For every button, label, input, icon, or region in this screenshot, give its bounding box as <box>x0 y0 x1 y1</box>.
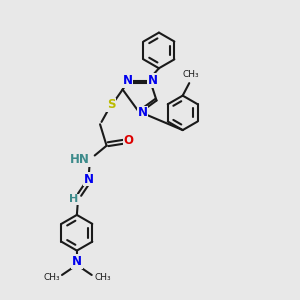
Text: N: N <box>84 173 94 186</box>
Text: HN: HN <box>70 153 90 167</box>
Text: N: N <box>138 106 148 119</box>
Text: CH₃: CH₃ <box>43 273 60 282</box>
Text: N: N <box>123 74 133 87</box>
Text: N: N <box>148 74 158 87</box>
Text: CH₃: CH₃ <box>183 70 199 79</box>
Text: O: O <box>123 134 133 147</box>
Text: N: N <box>72 255 82 268</box>
Text: S: S <box>107 98 116 112</box>
Text: H: H <box>69 194 78 204</box>
Text: CH₃: CH₃ <box>94 273 111 282</box>
